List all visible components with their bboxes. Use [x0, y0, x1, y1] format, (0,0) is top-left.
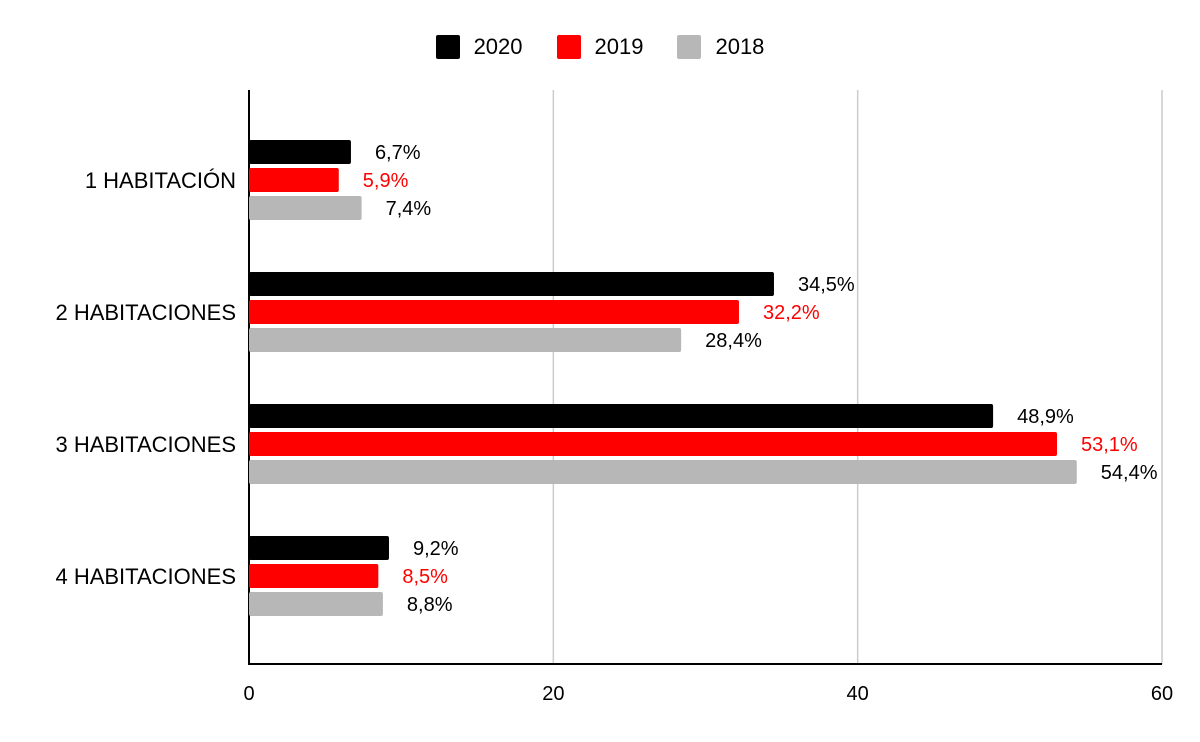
category-label: 2 HABITACIONES [55, 300, 236, 325]
data-label-2018: 28,4% [705, 330, 762, 352]
legend-label-2019: 2019 [594, 34, 644, 59]
x-tick-label-20: 20 [542, 683, 564, 705]
data-label-2018: 8,8% [407, 594, 453, 616]
bar-2019 [249, 564, 379, 588]
category-label: 4 HABITACIONES [55, 564, 236, 589]
bar-2019 [249, 300, 739, 324]
legend-swatch-2019 [556, 35, 581, 59]
data-label-2020: 9,2% [413, 538, 459, 560]
bar-2018 [249, 592, 383, 616]
bar-2018 [249, 196, 362, 220]
legend-item-2019: 2019 [556, 34, 644, 60]
bar-2018 [249, 460, 1077, 484]
bar-2019 [249, 168, 339, 192]
data-label-2019: 5,9% [363, 170, 409, 192]
bar-2020 [249, 140, 351, 164]
bar-2020 [249, 272, 774, 296]
bar-2020 [249, 404, 994, 428]
data-label-2018: 7,4% [386, 198, 432, 220]
legend-label-2018: 2018 [715, 34, 765, 59]
x-tick-label-60: 60 [1151, 683, 1173, 705]
bar-2020 [249, 536, 389, 560]
category-label: 3 HABITACIONES [55, 432, 236, 457]
data-label-2018: 54,4% [1101, 462, 1158, 484]
data-label-2020: 6,7% [375, 142, 421, 164]
data-label-2020: 34,5% [798, 274, 855, 296]
legend-item-2020: 2020 [435, 34, 523, 60]
category-label: 1 HABITACIÓN [85, 168, 236, 193]
bar-2018 [249, 328, 682, 352]
legend-item-2018: 2018 [677, 34, 764, 60]
data-label-2019: 32,2% [763, 302, 820, 324]
bar-2019 [249, 432, 1058, 456]
data-label-2019: 8,5% [402, 566, 448, 588]
legend-label-2020: 2020 [473, 34, 523, 59]
x-tick-label-0: 0 [243, 683, 254, 705]
data-label-2020: 48,9% [1017, 406, 1074, 428]
data-label-2019: 53,1% [1081, 434, 1138, 456]
x-tick-label-40: 40 [847, 683, 869, 705]
legend-swatch-2020 [435, 35, 460, 59]
chart-legend: 2020 2019 2018 [0, 34, 1200, 60]
legend-swatch-2018 [677, 35, 702, 59]
